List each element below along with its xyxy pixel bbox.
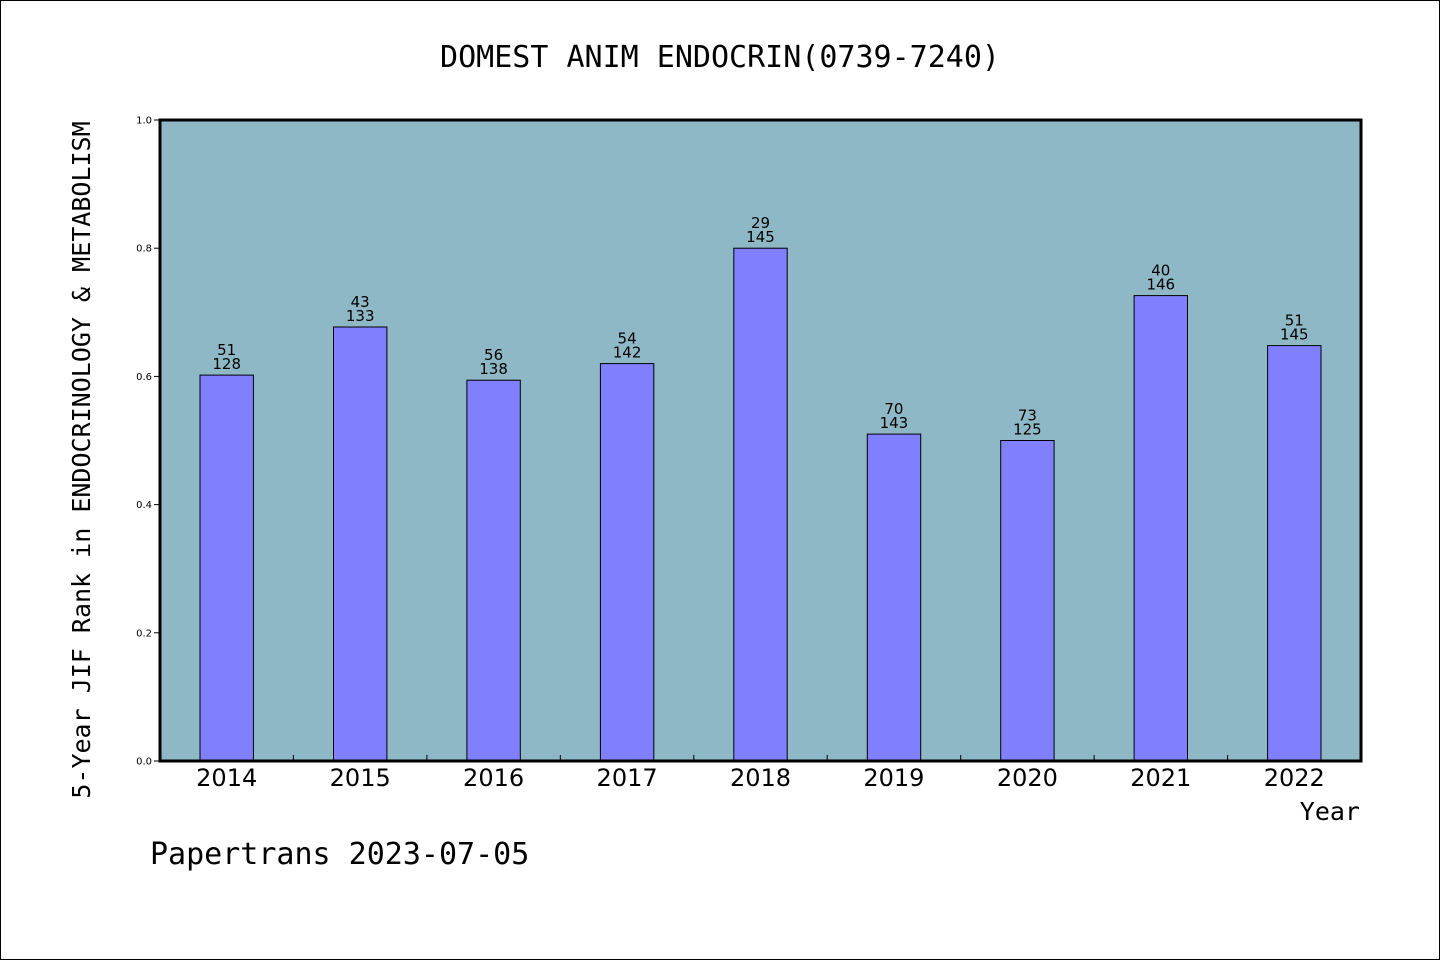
bars-group <box>199 247 1322 762</box>
bar-2021 <box>1133 295 1188 762</box>
bar-2018 <box>733 247 788 762</box>
data-label-total-2022: 145 <box>1280 326 1309 344</box>
bar-2020 <box>1000 440 1055 762</box>
data-label-total-2015: 133 <box>346 307 375 325</box>
x-tick-label-2022: 2022 <box>1264 764 1325 792</box>
y-tick-label: 0.0 <box>136 757 152 768</box>
x-tick-label-2018: 2018 <box>730 764 791 792</box>
x-axis-label: Year <box>1300 797 1360 826</box>
x-tick-label-2016: 2016 <box>463 764 524 792</box>
bar-2014 <box>199 374 254 762</box>
x-tick-label-2019: 2019 <box>863 764 924 792</box>
bar-2017 <box>599 363 655 762</box>
bar-2015 <box>333 326 388 762</box>
bar-2016 <box>466 379 521 762</box>
data-label-total-2014: 128 <box>212 355 241 373</box>
data-label-rank-2016: 56 <box>484 346 503 364</box>
data-label-total-2017: 142 <box>613 344 642 362</box>
data-label-rank-2015: 43 <box>351 293 370 311</box>
y-axis: 0.0 0.2 0.4 0.6 0.8 1.0 <box>136 116 160 768</box>
plot-border <box>158 118 1363 763</box>
y-tick-label: 0.4 <box>136 500 152 511</box>
y-axis-label: 5-Year JIF Rank in ENDOCRINOLOGY & METAB… <box>67 121 96 798</box>
data-label-rank-2019: 70 <box>884 400 903 418</box>
data-label-rank-2017: 54 <box>618 330 637 348</box>
data-label-total-2018: 145 <box>746 228 775 246</box>
data-label-total-2021: 146 <box>1146 276 1175 294</box>
x-tick-label-2021: 2021 <box>1130 764 1191 792</box>
bar-2019 <box>866 433 922 762</box>
data-label-total-2016: 138 <box>479 360 508 378</box>
bar-2022 <box>1267 345 1322 762</box>
data-label-total-2020: 125 <box>1013 421 1042 439</box>
y-tick-label: 0.2 <box>136 628 152 639</box>
data-label-rank-2021: 40 <box>1151 262 1170 280</box>
data-label-total-2019: 143 <box>880 414 909 432</box>
x-tick-label-2015: 2015 <box>330 764 391 792</box>
footer-watermark: Papertrans 2023-07-05 <box>150 837 529 872</box>
x-tick-label-2020: 2020 <box>997 764 1058 792</box>
x-axis: 2014 2015 2016 2017 2018 2019 2020 2021 2022 <box>196 755 1325 792</box>
y-tick-label: 0.6 <box>136 372 152 383</box>
data-label-rank-2022: 51 <box>1285 312 1304 330</box>
x-tick-label-2017: 2017 <box>597 764 658 792</box>
data-label-rank-2014: 51 <box>217 341 236 359</box>
x-tick-label-2014: 2014 <box>196 764 257 792</box>
data-label-rank-2020: 73 <box>1018 407 1037 425</box>
y-tick-label: 0.8 <box>136 244 152 255</box>
y-tick-label: 1.0 <box>136 116 152 127</box>
chart-title: DOMEST ANIM ENDOCRIN(0739-7240) <box>440 40 1000 75</box>
data-label-rank-2018: 29 <box>751 214 770 232</box>
